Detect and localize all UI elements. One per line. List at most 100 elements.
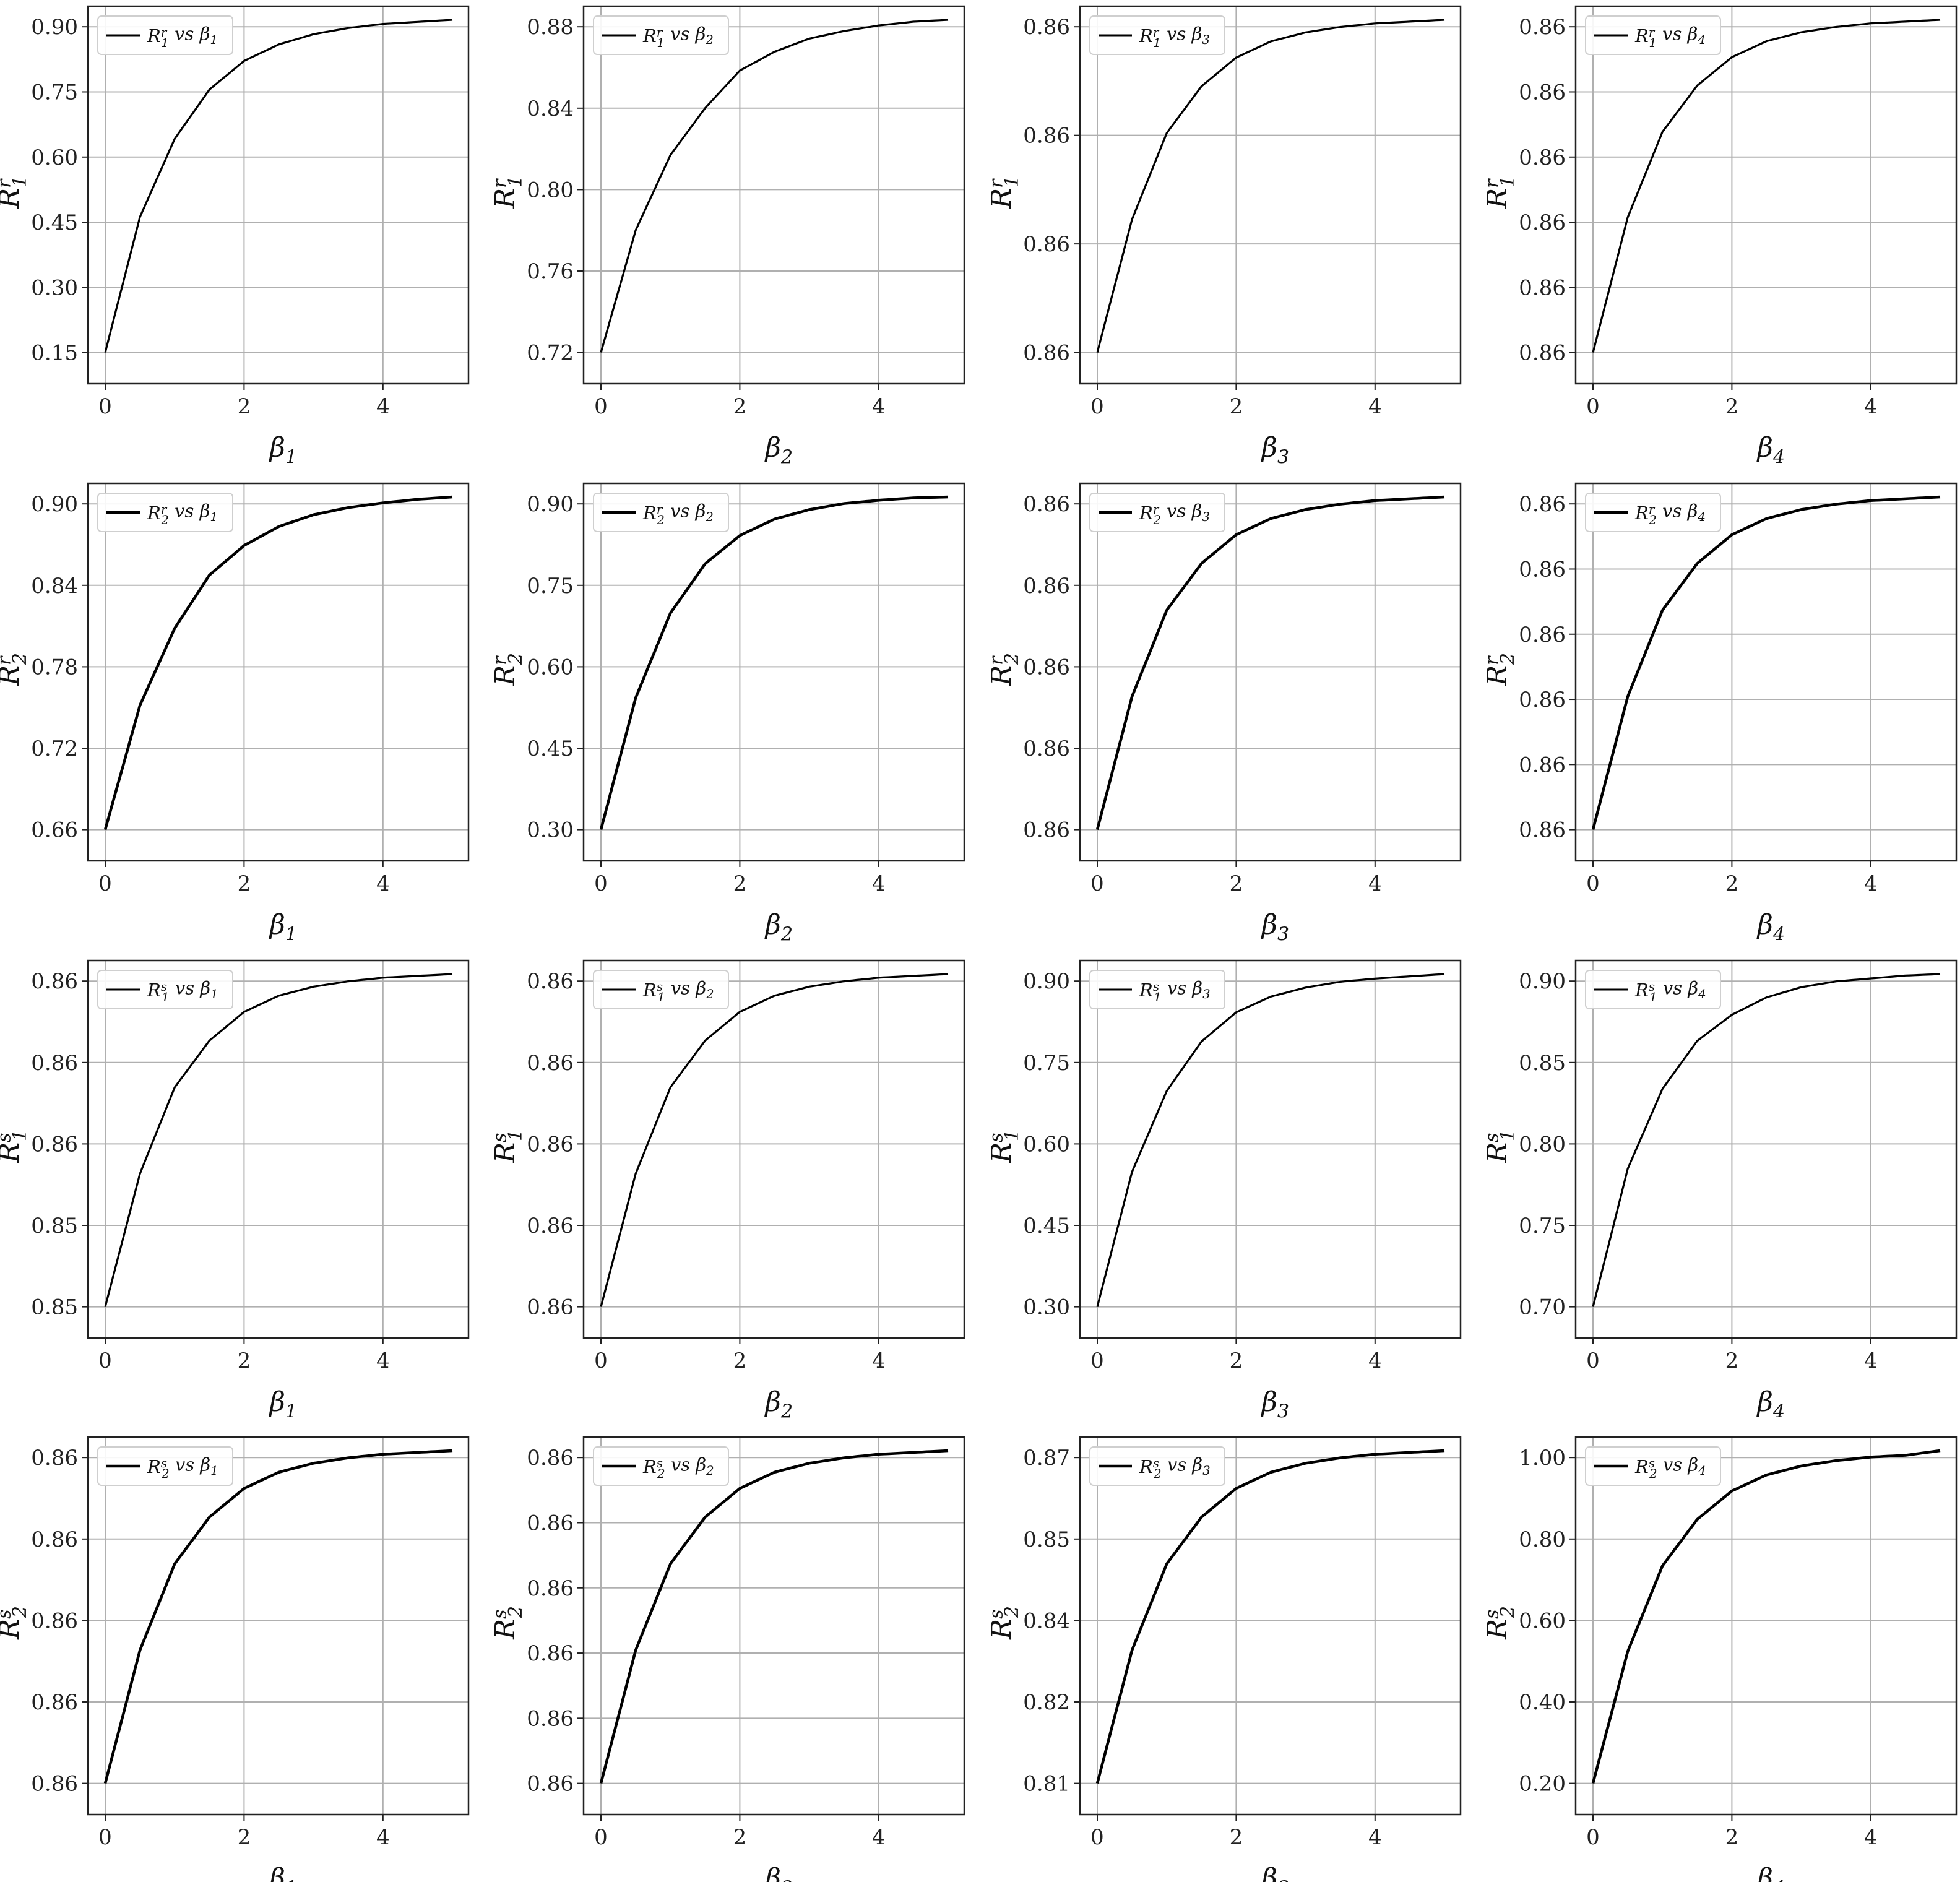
x-axis-label: β3​ — [1261, 432, 1289, 468]
legend: Rr1​ vs β4​ — [1585, 15, 1721, 55]
y-axis-label: Rr2​ — [1482, 653, 1519, 686]
x-tick-label: 4 — [1368, 1349, 1382, 1373]
y-axis-label-group: Rr2​ — [0, 653, 31, 686]
x-axis-label: β4​ — [1756, 1386, 1785, 1422]
x-tick-label: 2 — [238, 394, 251, 419]
y-tick-label: 0.60 — [31, 145, 78, 170]
y-tick-label: 0.86 — [527, 1576, 574, 1601]
y-tick-label: 0.86 — [527, 1295, 574, 1320]
x-tick-label: 4 — [376, 394, 390, 419]
plot-frame — [582, 5, 965, 385]
legend-box — [1585, 970, 1721, 1009]
y-tick-label: 0.86 — [1519, 145, 1566, 170]
legend-box — [97, 15, 233, 55]
y-tick-label: 0.85 — [31, 1295, 78, 1320]
y-tick-label: 0.60 — [1023, 1132, 1070, 1157]
y-tick-label: 0.78 — [31, 655, 78, 680]
legend: Rs1​ vs β1​ — [97, 970, 233, 1009]
x-tick-label: 2 — [733, 1349, 747, 1373]
y-axis-label-group: Rr1​ — [986, 176, 1023, 209]
y-tick-label: 0.86 — [31, 1132, 78, 1157]
y-tick-label: 0.85 — [31, 1214, 78, 1238]
x-tick-label: 0 — [1586, 1349, 1600, 1373]
y-axis-label: Rr1​ — [490, 176, 527, 209]
legend-box — [593, 970, 729, 1009]
legend-label: Rs1​ vs β1​ — [147, 977, 218, 1004]
y-tick-label: 0.86 — [1519, 753, 1566, 777]
plot-frame — [582, 1436, 965, 1816]
legend-label: Rr2​ vs β3​ — [1139, 500, 1210, 527]
legend-box — [1089, 15, 1225, 55]
y-tick-label: 0.86 — [1023, 818, 1070, 843]
y-tick-label: 0.75 — [1023, 1051, 1070, 1076]
x-axis-label: β3​ — [1261, 1386, 1289, 1422]
y-tick-label: 0.86 — [1023, 124, 1070, 149]
y-tick-label: 0.86 — [1519, 688, 1566, 712]
x-tick-label: 0 — [98, 394, 112, 419]
subplot-3-2: 0.86 0.86 0.86 0.86 0.86 0 2 4 Rs1​ vs β2​ β2​ Rs1… — [490, 959, 965, 1422]
y-axis-label: Rs2​ — [0, 1606, 31, 1640]
series-line — [1095, 495, 1445, 831]
y-tick-label: 0.86 — [1519, 80, 1566, 105]
y-tick-label: 0.84 — [1023, 1608, 1070, 1633]
subplot-3-3: 0.30 0.45 0.60 0.75 0.90 0 2 4 Rs1​ vs β3​ β3​ Rs1… — [986, 959, 1462, 1422]
y-axis-label: Rr1​ — [1482, 176, 1519, 209]
y-tick-label: 0.70 — [1519, 1295, 1566, 1320]
y-tick-label: 0.90 — [31, 492, 78, 517]
legend: Rs1​ vs β2​ — [593, 970, 729, 1009]
subplot-1-1: 0.15 0.30 0.45 0.60 0.75 0.90 0 2 4 Rr1​ vs β1​ β1… — [0, 5, 470, 468]
subplot-4-3: 0.81 0.82 0.84 0.85 0.87 0 2 4 Rs2​ vs β3​ β3​ Rs2… — [986, 1436, 1462, 1882]
plot-frame — [1079, 959, 1462, 1339]
legend-box — [1089, 970, 1225, 1009]
y-tick-label: 0.81 — [1023, 1772, 1070, 1797]
subplot-2-2: 0.30 0.45 0.60 0.75 0.90 0 2 4 Rr2​ vs β2​ β2​ Rr2… — [490, 482, 965, 945]
series-line — [103, 495, 453, 831]
plot-frame — [1079, 482, 1462, 862]
subplot-1-3: 0.86 0.86 0.86 0.86 0 2 4 Rr1​ vs β3​ β3​ Rr1​ — [986, 5, 1462, 468]
y-tick-label: 0.66 — [31, 818, 78, 843]
x-tick-label: 4 — [1368, 1825, 1382, 1850]
legend-label: Rs1​ vs β2​ — [642, 977, 714, 1004]
y-tick-label: 0.86 — [1519, 15, 1566, 40]
y-tick-label: 0.86 — [527, 1772, 574, 1797]
y-tick-label: 0.85 — [1023, 1527, 1070, 1552]
y-axis-label-group: Rs1​ — [0, 1129, 31, 1163]
y-tick-label: 0.80 — [527, 178, 574, 202]
subplot-3-1: 0.85 0.85 0.86 0.86 0.86 0 2 4 Rs1​ vs β1​ β1​ Rs1… — [0, 959, 470, 1422]
plot-frame — [87, 959, 470, 1339]
y-tick-label: 0.20 — [1519, 1772, 1566, 1797]
x-tick-label: 2 — [1230, 1349, 1243, 1373]
y-tick-label: 0.90 — [31, 15, 78, 40]
subplot-4-2: 0.86 0.86 0.86 0.86 0.86 0.86 0 2 4 Rs2​ vs β2​ β2… — [490, 1436, 965, 1882]
x-tick-label: 4 — [1864, 1825, 1878, 1850]
x-tick-label: 0 — [1090, 1825, 1104, 1850]
legend: Rr2​ vs β4​ — [1585, 493, 1721, 532]
y-tick-label: 0.76 — [527, 259, 574, 284]
subplot-1-2: 0.72 0.76 0.80 0.84 0.88 0 2 4 Rr1​ vs β2​ β2​ Rr1… — [490, 5, 965, 468]
legend-box — [97, 970, 233, 1009]
y-tick-label: 0.86 — [527, 1132, 574, 1157]
y-tick-label: 0.85 — [1519, 1051, 1566, 1076]
x-tick-label: 2 — [1230, 871, 1243, 896]
y-tick-label: 0.75 — [1519, 1214, 1566, 1238]
x-tick-label: 2 — [1725, 1349, 1739, 1373]
y-tick-label: 0.86 — [1519, 623, 1566, 647]
x-axis-label: β2​ — [764, 432, 793, 468]
x-tick-label: 0 — [594, 871, 608, 896]
y-tick-label: 0.86 — [1023, 736, 1070, 761]
legend: Rs1​ vs β3​ — [1089, 970, 1225, 1009]
y-tick-label: 0.45 — [31, 210, 78, 235]
legend-label: Rs1​ vs β3​ — [1139, 977, 1211, 1004]
legend-box — [1089, 1446, 1225, 1486]
legend-label: Rr1​ vs β4​ — [1634, 23, 1706, 50]
y-tick-label: 0.30 — [31, 275, 78, 300]
x-axis-label: β1​ — [269, 432, 297, 468]
series-line — [1591, 495, 1941, 831]
y-axis-label: Rr2​ — [0, 653, 31, 686]
subplot-2-4: 0.86 0.86 0.86 0.86 0.86 0.86 0 2 4 Rr2​ vs β4​ β4… — [1482, 482, 1958, 945]
legend-label: Rs2​ vs β2​ — [642, 1454, 714, 1481]
y-tick-label: 0.86 — [1519, 275, 1566, 300]
y-tick-label: 0.84 — [527, 97, 574, 121]
legend-box — [593, 1446, 729, 1486]
